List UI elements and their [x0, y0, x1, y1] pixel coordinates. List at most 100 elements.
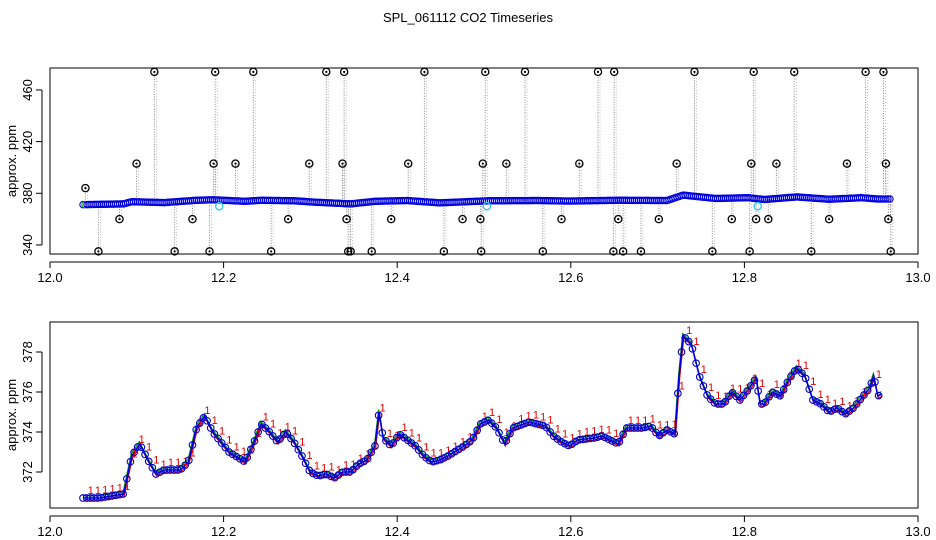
spike-marker: [403, 159, 413, 168]
spike-marker: [609, 247, 618, 256]
series-digit: 1: [409, 427, 415, 439]
series-marker: [148, 463, 157, 472]
spike-marker: [322, 67, 331, 77]
series-digit: 1: [737, 383, 743, 395]
series-marker: [436, 455, 445, 464]
series-marker: [743, 387, 752, 395]
series-digit: 1: [606, 424, 612, 436]
spike-marker: [478, 159, 488, 168]
spike-marker-dot: [882, 70, 885, 73]
spike-marker: [476, 247, 486, 256]
spike-marker-dot: [889, 250, 892, 253]
series-digit: 1: [380, 402, 386, 414]
spike-marker: [367, 247, 376, 256]
spike-marker: [636, 247, 646, 256]
spike-marker-dot: [212, 162, 215, 165]
spike-marker: [672, 159, 681, 168]
series-digit: 1: [153, 455, 159, 467]
series-digit: 1: [168, 457, 174, 469]
series-digit: 1: [139, 434, 145, 446]
series-marker: [389, 439, 398, 447]
series-marker: [195, 419, 204, 428]
spike-marker: [881, 159, 891, 168]
series-marker: [327, 472, 336, 481]
series-marker: [371, 442, 379, 450]
series-digit: 1: [328, 462, 334, 474]
series-marker: [294, 445, 303, 454]
series-digit: 1: [832, 398, 838, 410]
series-digit: 1: [416, 433, 422, 445]
series-digit: 1: [255, 428, 261, 440]
series-marker: [374, 411, 383, 420]
series-marker: [320, 470, 328, 479]
series-marker: [206, 424, 215, 432]
series-marker: [670, 429, 679, 438]
spike-marker-dot: [97, 250, 100, 253]
series-marker: [787, 372, 795, 381]
series-digit: 1: [358, 453, 364, 465]
series-digit: 1: [584, 426, 590, 438]
spike-marker: [249, 67, 258, 77]
series-marker: [166, 466, 175, 474]
series-digit: 1: [679, 380, 685, 392]
spike-marker-dot: [480, 250, 483, 253]
spike-marker-dot: [793, 70, 796, 73]
series-digit: 1: [489, 407, 495, 419]
spike-marker-dot: [84, 187, 87, 190]
spike-marker-dot: [711, 250, 714, 253]
series-digit: 1: [642, 415, 648, 427]
series-digit: 1: [518, 413, 524, 425]
spike-marker: [593, 67, 603, 77]
top-x-tick-label: 12.4: [385, 270, 410, 285]
bottom-y-tick-label: 378: [20, 341, 35, 363]
series-marker: [378, 428, 387, 437]
spike-marker-dot: [252, 70, 255, 73]
spike-marker-dot: [657, 218, 660, 221]
spike-marker-dot: [887, 218, 890, 221]
series-marker: [619, 430, 627, 439]
spike-marker-dot: [864, 70, 867, 73]
bottom-y-tick-label: 374: [20, 421, 35, 443]
series-marker: [812, 397, 821, 406]
series-digit: 1: [219, 426, 225, 438]
spike-marker-dot: [308, 162, 311, 165]
series-marker: [666, 427, 675, 436]
series-marker: [560, 439, 569, 448]
top-plot-frame: [49, 67, 919, 255]
spike-marker: [520, 67, 530, 77]
series-digit: 1: [95, 485, 101, 497]
series-digit: 1: [562, 429, 568, 441]
spike-marker-dot: [118, 218, 121, 221]
spike-marker-dot: [407, 162, 410, 165]
series-digit: 1: [650, 414, 656, 426]
series-digit: 1: [657, 420, 663, 432]
top-baseline-points: [79, 191, 894, 211]
spike-marker-dot: [214, 70, 217, 73]
series-marker: [615, 437, 624, 446]
series-marker: [82, 494, 91, 502]
spike-marker-dot: [370, 250, 373, 253]
series-marker: [754, 387, 763, 395]
spike-marker-dot: [481, 162, 484, 165]
series-digit: 1: [372, 439, 378, 451]
series-marker: [440, 453, 449, 462]
spike-marker: [575, 159, 584, 168]
spike-marker: [338, 159, 347, 168]
series-marker: [323, 470, 332, 479]
series-marker: [608, 437, 617, 445]
spike-marker: [205, 247, 214, 256]
series-digit: 1: [307, 450, 313, 462]
series-marker: [170, 466, 179, 474]
series-marker: [772, 390, 781, 398]
spike-marker: [115, 214, 124, 224]
spike-marker: [476, 214, 485, 224]
baseline-point: [882, 195, 890, 203]
cyan-point: [214, 201, 224, 211]
series-marker: [779, 385, 788, 394]
series-digit: 1: [496, 414, 502, 426]
series-marker: [582, 435, 591, 443]
series-digit: 1: [577, 429, 583, 441]
series-digit: 1: [270, 419, 276, 431]
spike-marker: [879, 67, 888, 77]
